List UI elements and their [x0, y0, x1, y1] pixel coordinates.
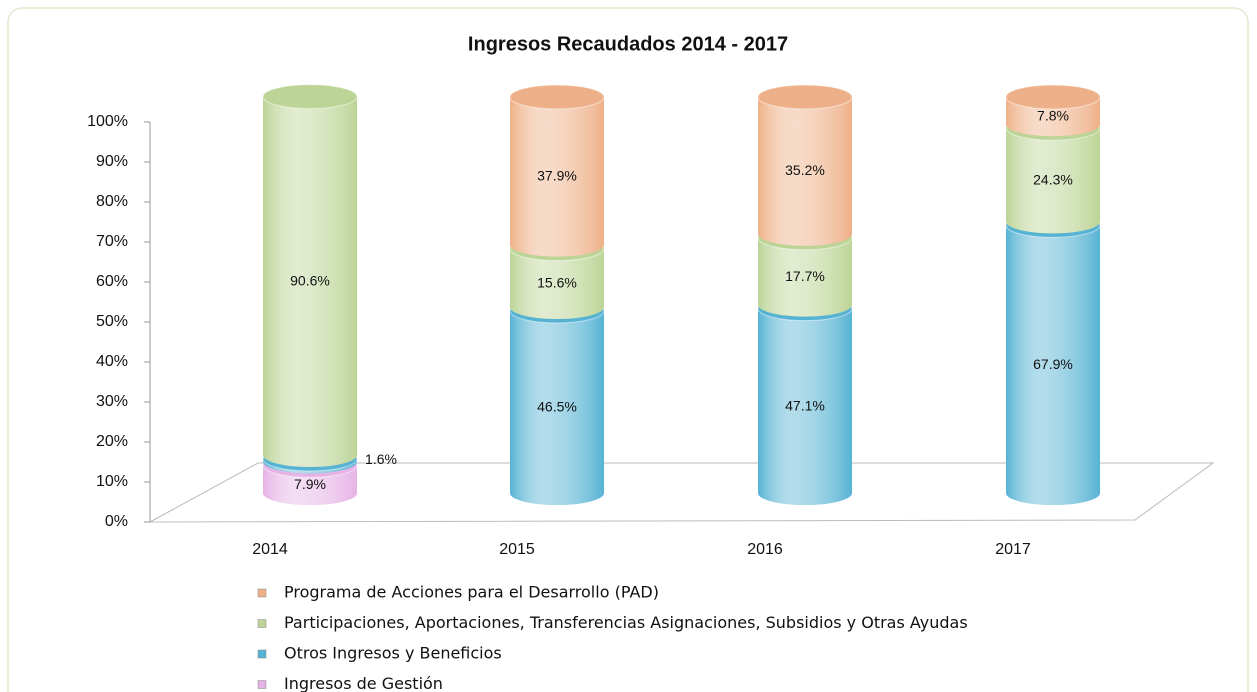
- value-label: 47.1%: [785, 398, 825, 414]
- y-tick-label: 10%: [96, 473, 128, 490]
- value-label: 24.3%: [1033, 172, 1073, 188]
- value-label: 7.8%: [1037, 107, 1069, 123]
- floor: [149, 462, 1215, 523]
- bar-top: [509, 84, 605, 110]
- chart-title: Ingresos Recaudados 2014 - 2017: [468, 33, 788, 55]
- legend-label: Ingresos de Gestión: [284, 674, 443, 692]
- y-tick-label: 0%: [105, 513, 128, 530]
- legend-label: Participaciones, Aportaciones, Transfere…: [284, 613, 968, 632]
- y-tick-label: 30%: [96, 393, 128, 410]
- legend-swatch: [257, 649, 267, 659]
- y-tick-label: 70%: [96, 233, 128, 250]
- x-tick-label: 2016: [747, 541, 783, 558]
- value-label: 1.6%: [365, 451, 397, 467]
- value-label: 37.9%: [537, 168, 577, 184]
- y-tick-label: 90%: [96, 153, 128, 170]
- y-tick-label: 80%: [96, 193, 128, 210]
- value-label: 90.6%: [290, 273, 330, 289]
- value-label: 7.9%: [294, 476, 326, 492]
- legend-swatch: [257, 588, 267, 598]
- value-label: 17.7%: [785, 268, 825, 284]
- x-tick-label: 2017: [995, 541, 1031, 558]
- legend-label: Otros Ingresos y Beneficios: [284, 644, 502, 663]
- y-tick-label: 100%: [87, 113, 128, 130]
- x-tick-label: 2015: [499, 541, 535, 558]
- y-tick-label: 60%: [96, 273, 128, 290]
- x-tick-label: 2014: [252, 541, 288, 558]
- value-label: 35.2%: [785, 162, 825, 178]
- value-label: 15.6%: [537, 275, 577, 291]
- y-tick-label: 50%: [96, 313, 128, 330]
- bar-top: [1005, 84, 1101, 110]
- legend-swatch: [257, 619, 267, 628]
- y-tick-label: 40%: [96, 353, 128, 370]
- value-label: 46.5%: [537, 399, 577, 415]
- bar-top: [262, 84, 358, 110]
- legend-swatch: [257, 680, 267, 689]
- bar-top: [757, 84, 853, 110]
- legend-label: Programa de Acciones para el Desarrollo …: [284, 583, 659, 602]
- value-label: 67.9%: [1033, 356, 1073, 372]
- y-tick-label: 20%: [96, 433, 128, 450]
